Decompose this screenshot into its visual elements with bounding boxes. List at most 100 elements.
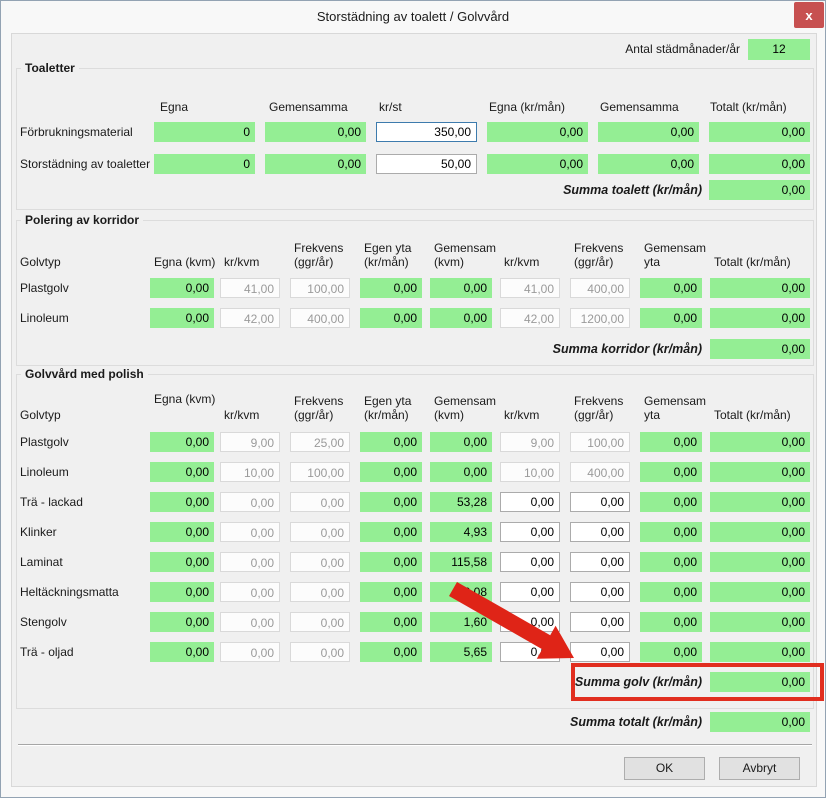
kr-kvm-field: 0,00 <box>220 552 280 572</box>
egna-field: 0 <box>154 122 255 142</box>
gemensam-yta-field: 0,00 <box>640 522 702 542</box>
close-icon: x <box>805 7 813 23</box>
summa-golv-label: Summa golv (kr/mån) <box>574 675 702 689</box>
kr-kvm-input[interactable] <box>500 582 560 602</box>
kr-kvm-field: 10,00 <box>220 462 280 482</box>
column-header: kr/kvm <box>224 408 260 422</box>
row-label: Trä - lackad <box>20 495 83 509</box>
table-row: Plastgolv 0,00 9,00 25,00 0,00 0,00 9,00… <box>12 432 816 452</box>
kr-st-input[interactable] <box>376 122 477 142</box>
section-toaletter: Toaletter <box>16 61 814 210</box>
gemensam-yta-field: 0,00 <box>640 462 702 482</box>
egen-yta-field: 0,00 <box>360 642 422 662</box>
column-header: Totalt (kr/mån) <box>714 255 791 269</box>
table-row: Laminat 0,00 0,00 0,00 0,00 115,58 0,00 … <box>12 552 816 572</box>
gemensamma-kr-man-field: 0,00 <box>598 122 699 142</box>
months-per-year-field: 12 <box>748 39 810 60</box>
egen-yta-field: 0,00 <box>360 492 422 512</box>
kr-kvm-field: 41,00 <box>220 278 280 298</box>
gemensamma-kr-man-field: 0,00 <box>598 154 699 174</box>
egna-kvm-field: 0,00 <box>150 522 214 542</box>
summa-korridor-label: Summa korridor (kr/mån) <box>552 342 702 356</box>
frekvens-input[interactable] <box>570 582 630 602</box>
kr-st-input[interactable] <box>376 154 477 174</box>
kr-kvm-field: 9,00 <box>220 432 280 452</box>
gemensam-kvm-field: 1,60 <box>430 612 492 632</box>
frekvens-input[interactable] <box>570 612 630 632</box>
summa-totalt-row: Summa totalt (kr/mån) 0,00 <box>12 712 816 732</box>
table-row: Heltäckningsmatta 0,00 0,00 0,00 0,00 52… <box>12 582 816 602</box>
frekvens-field: 100,00 <box>290 462 350 482</box>
gemensam-kvm-field: 115,58 <box>430 552 492 572</box>
table-row: Linoleum 0,00 10,00 100,00 0,00 0,00 10,… <box>12 462 816 482</box>
close-button[interactable]: x <box>794 2 824 28</box>
column-header: Gemensam yta <box>644 241 707 269</box>
gemensam-kvm-field: 0,00 <box>430 278 492 298</box>
table-row: Trä - lackad 0,00 0,00 0,00 0,00 53,28 0… <box>12 492 816 512</box>
column-header: Egna <box>160 100 189 114</box>
totalt-field: 0,00 <box>710 432 810 452</box>
kr-kvm-field: 0,00 <box>220 642 280 662</box>
column-header: Gemensam (kvm) <box>434 394 497 422</box>
totalt-field: 0,00 <box>709 154 810 174</box>
totalt-field: 0,00 <box>710 308 810 328</box>
summa-totalt-label: Summa totalt (kr/mån) <box>570 715 702 729</box>
kr-kvm-input[interactable] <box>500 612 560 632</box>
kr-kvm-input[interactable] <box>500 552 560 572</box>
egna-kr-man-field: 0,00 <box>487 122 588 142</box>
totalt-field: 0,00 <box>710 522 810 542</box>
content-panel: Antal städmånader/år 12 Toaletter Egna G… <box>11 33 817 787</box>
column-header: kr/kvm <box>224 255 260 269</box>
kr-kvm-input[interactable] <box>500 492 560 512</box>
column-header: Gemensamma <box>600 100 679 114</box>
korridor-header-row: Golvtyp Egna (kvm) kr/kvm Frekvens (ggr/… <box>12 237 816 269</box>
summa-totalt-field: 0,00 <box>710 712 810 732</box>
months-per-year-label: Antal städmånader/år <box>625 42 740 56</box>
egen-yta-field: 0,00 <box>360 612 422 632</box>
frekvens-field: 100,00 <box>570 432 630 452</box>
column-header: Egna (kr/mån) <box>489 100 566 114</box>
kr-kvm-field: 41,00 <box>500 278 560 298</box>
column-header: kr/st <box>379 100 402 114</box>
gemensamma-field: 0,00 <box>265 122 366 142</box>
egna-kvm-field: 0,00 <box>150 642 214 662</box>
column-header: Egen yta (kr/mån) <box>364 241 412 269</box>
frekvens-input[interactable] <box>570 642 630 662</box>
row-label: Storstädning av toaletter <box>20 157 151 171</box>
frekvens-field: 400,00 <box>570 278 630 298</box>
table-row: Stengolv 0,00 0,00 0,00 0,00 1,60 0,00 0… <box>12 612 816 632</box>
gemensam-yta-field: 0,00 <box>640 308 702 328</box>
frekvens-field: 100,00 <box>290 278 350 298</box>
summa-korridor-field: 0,00 <box>710 339 810 359</box>
egna-kvm-field: 0,00 <box>150 432 214 452</box>
ok-button[interactable]: OK <box>624 757 705 780</box>
egna-kvm-field: 0,00 <box>150 462 214 482</box>
egen-yta-field: 0,00 <box>360 522 422 542</box>
summa-golv-field: 0,00 <box>710 672 810 692</box>
kr-kvm-input[interactable] <box>500 642 560 662</box>
kr-kvm-field: 10,00 <box>500 462 560 482</box>
kr-kvm-input[interactable] <box>500 522 560 542</box>
frekvens-field: 400,00 <box>570 462 630 482</box>
column-header: Frekvens (ggr/år) <box>574 394 624 422</box>
frekvens-input[interactable] <box>570 492 630 512</box>
totalt-field: 0,00 <box>709 122 810 142</box>
gemensamma-field: 0,00 <box>265 154 366 174</box>
column-header: Egna (kvm) <box>154 392 216 406</box>
gemensam-yta-field: 0,00 <box>640 582 702 602</box>
egen-yta-field: 0,00 <box>360 278 422 298</box>
section-title: Toaletter <box>21 61 79 75</box>
table-row: Förbrukningsmaterial 0 0,00 0,00 0,00 0,… <box>12 122 816 142</box>
summa-toalett-label: Summa toalett (kr/mån) <box>563 183 702 197</box>
row-label: Stengolv <box>20 615 67 629</box>
summa-korridor-row: Summa korridor (kr/mån) 0,00 <box>12 339 816 359</box>
column-header: Golvtyp <box>20 408 61 422</box>
gemensam-kvm-field: 53,28 <box>430 492 492 512</box>
egna-kvm-field: 0,00 <box>150 308 214 328</box>
title-bar: Storstädning av toalett / Golvvård x <box>1 1 825 33</box>
frekvens-input[interactable] <box>570 522 630 542</box>
cancel-button[interactable]: Avbryt <box>719 757 800 780</box>
egen-yta-field: 0,00 <box>360 582 422 602</box>
section-polish: Golvvård med polish <box>16 367 814 709</box>
frekvens-input[interactable] <box>570 552 630 572</box>
